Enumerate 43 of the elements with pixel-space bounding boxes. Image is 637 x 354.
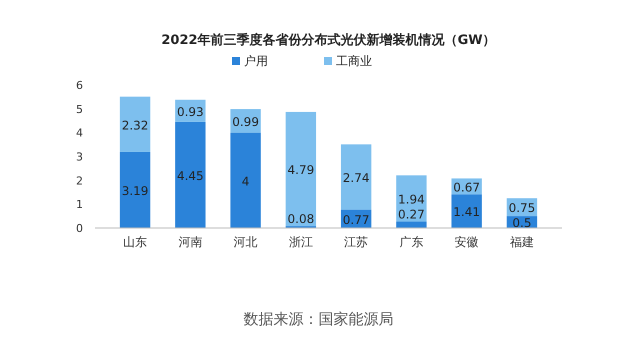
- legend-label: 户用: [244, 54, 268, 68]
- data-label: 2.74: [342, 170, 370, 185]
- y-tick-label: 1: [76, 198, 83, 212]
- x-tick-label: 福建: [510, 235, 534, 249]
- bar: [396, 222, 427, 228]
- y-tick-label: 2: [76, 174, 83, 188]
- bar: [120, 152, 150, 228]
- data-label: 0.67: [453, 180, 480, 194]
- bar: [451, 194, 482, 228]
- data-label: 0.27: [398, 208, 425, 222]
- y-tick-label: 6: [76, 79, 83, 92]
- data-label: 1.41: [453, 205, 480, 220]
- x-tick-label: 山东: [123, 235, 148, 249]
- x-tick-label: 浙江: [288, 235, 313, 249]
- bar: [230, 132, 261, 228]
- data-label: 4.79: [288, 163, 314, 178]
- data-label: 4: [242, 174, 250, 188]
- bar: [286, 112, 316, 226]
- data-label: 0.08: [288, 212, 314, 226]
- data-label: 4.45: [176, 168, 204, 183]
- data-label: 0.93: [176, 104, 204, 119]
- y-tick-label: 4: [76, 126, 83, 140]
- y-tick-label: 3: [76, 150, 83, 164]
- bar: [175, 122, 206, 228]
- data-label: 0.5: [512, 216, 532, 230]
- data-label: 0.99: [232, 114, 259, 129]
- y-tick-label: 5: [76, 102, 83, 116]
- legend-label: 工商业: [336, 54, 372, 68]
- bar: [120, 96, 150, 152]
- data-label: 2.32: [122, 118, 148, 132]
- x-tick-label: 安徽: [454, 235, 479, 249]
- x-tick-label: 广东: [399, 235, 424, 249]
- y-tick-label: 0: [76, 222, 83, 235]
- data-label: 0.77: [342, 212, 370, 227]
- x-tick-label: 河南: [178, 235, 202, 249]
- source-note: 数据来源：国家能源局: [244, 310, 394, 328]
- data-label: 3.19: [122, 184, 148, 198]
- x-tick-label: 河北: [234, 235, 258, 249]
- bar: [340, 144, 372, 210]
- x-tick-label: 江苏: [344, 235, 368, 249]
- data-label: 0.75: [508, 201, 536, 216]
- data-label: 1.94: [398, 192, 425, 206]
- chart-title: 2022年前三季度各省份分布式光伏新增装机情况（GW）: [161, 32, 496, 48]
